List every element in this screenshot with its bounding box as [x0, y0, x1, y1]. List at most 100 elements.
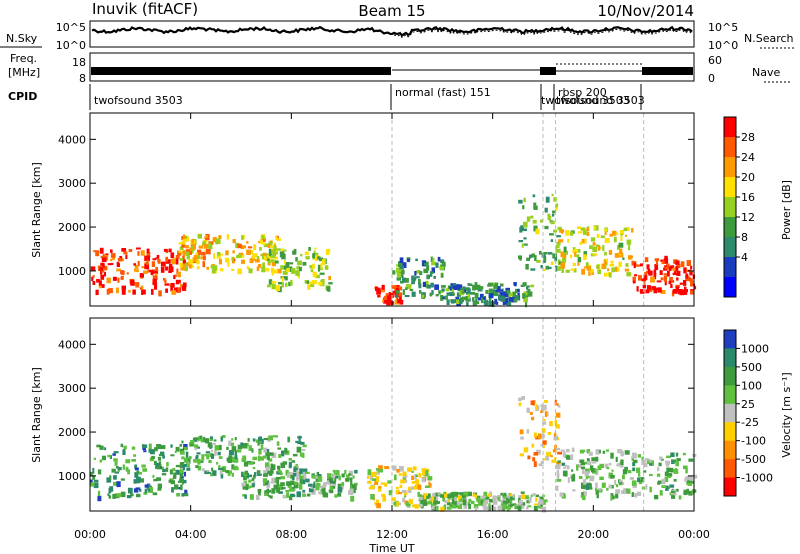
data-cell: [198, 245, 204, 249]
data-cell: [611, 469, 614, 472]
data-cell: [327, 473, 332, 479]
data-cell: [622, 474, 625, 480]
data-cell: [237, 268, 242, 275]
data-cell: [220, 437, 223, 442]
data-cell: [542, 494, 545, 497]
data-cell: [507, 293, 511, 300]
data-cell: [555, 485, 559, 491]
data-cell: [591, 461, 597, 464]
data-cell: [179, 462, 185, 467]
data-cell: [149, 457, 154, 462]
data-cell: [451, 288, 454, 294]
data-cell: [586, 482, 591, 486]
data-cell: [414, 270, 417, 276]
data-cell: [134, 472, 139, 478]
data-cell: [425, 470, 429, 475]
data-cell: [290, 480, 295, 485]
data-cell: [402, 475, 407, 482]
data-cell: [252, 438, 256, 442]
data-cell: [318, 281, 323, 286]
data-cell: [273, 256, 278, 260]
colorbar-swatch: [724, 197, 736, 218]
data-cell: [143, 450, 147, 453]
data-cell: [197, 438, 202, 441]
data-cell: [153, 278, 157, 285]
data-cell: [106, 277, 111, 284]
data-cell: [178, 242, 183, 245]
data-cell: [387, 297, 392, 300]
data-cell: [291, 488, 296, 491]
data-cell: [469, 283, 473, 286]
data-cell: [437, 493, 441, 496]
data-cell: [402, 289, 405, 295]
data-cell: [193, 437, 199, 440]
data-cell: [463, 289, 467, 293]
nsearch-trace: [393, 28, 693, 39]
data-cell: [179, 471, 184, 477]
data-cell: [540, 410, 543, 414]
data-cell: [179, 475, 183, 481]
data-cell: [169, 469, 173, 475]
data-cell: [412, 466, 417, 471]
data-cell: [256, 266, 260, 271]
data-cell: [219, 470, 223, 475]
data-cell: [173, 274, 176, 280]
data-cell: [143, 270, 148, 274]
data-cell: [247, 474, 252, 478]
data-cell: [580, 495, 585, 498]
data-cell: [255, 494, 260, 500]
data-cell: [374, 502, 378, 506]
data-cell: [619, 479, 623, 483]
data-cell: [273, 435, 278, 438]
data-cell: [184, 463, 188, 467]
data-cell: [166, 462, 169, 467]
data-cell: [565, 230, 570, 236]
data-cell: [354, 469, 358, 474]
data-cell: [551, 459, 555, 463]
data-cell: [555, 205, 558, 211]
data-cell: [473, 504, 479, 509]
data-cell: [170, 454, 175, 457]
data-cell: [411, 481, 415, 484]
data-cell: [135, 269, 139, 273]
data-cell: [466, 301, 469, 306]
data-cell: [194, 447, 197, 451]
data-cell: [553, 197, 557, 202]
data-cell: [427, 476, 433, 481]
data-cell: [619, 482, 623, 485]
data-cell: [282, 270, 288, 275]
data-cell: [631, 480, 637, 486]
data-cell: [480, 499, 483, 505]
data-cell: [423, 495, 427, 501]
data-cell: [411, 291, 416, 297]
data-cell: [126, 272, 129, 275]
data-cell: [684, 290, 688, 295]
data-cell: [112, 256, 115, 261]
data-cell: [531, 253, 535, 258]
data-cell: [609, 264, 615, 267]
data-cell: [263, 243, 269, 247]
data-cell: [200, 439, 204, 443]
data-cell: [544, 411, 547, 417]
data-cell: [332, 469, 336, 473]
data-cell: [311, 473, 315, 476]
data-cell: [672, 267, 676, 272]
data-cell: [297, 441, 302, 445]
data-cell: [270, 267, 275, 273]
xtick-label: 08:00: [275, 528, 307, 541]
data-cell: [281, 253, 286, 260]
ytick-label: 4000: [58, 133, 86, 146]
data-cell: [292, 472, 297, 477]
data-cell: [557, 248, 561, 253]
data-cell: [537, 433, 542, 440]
data-cell: [443, 491, 446, 494]
data-cell: [196, 452, 201, 455]
data-cell: [622, 469, 627, 475]
ytick-label: 2000: [58, 426, 86, 439]
data-cell: [551, 213, 555, 217]
data-cell: [246, 266, 250, 270]
xtick-label: 12:00: [376, 528, 408, 541]
data-cell: [422, 503, 427, 506]
data-cell: [155, 257, 158, 260]
